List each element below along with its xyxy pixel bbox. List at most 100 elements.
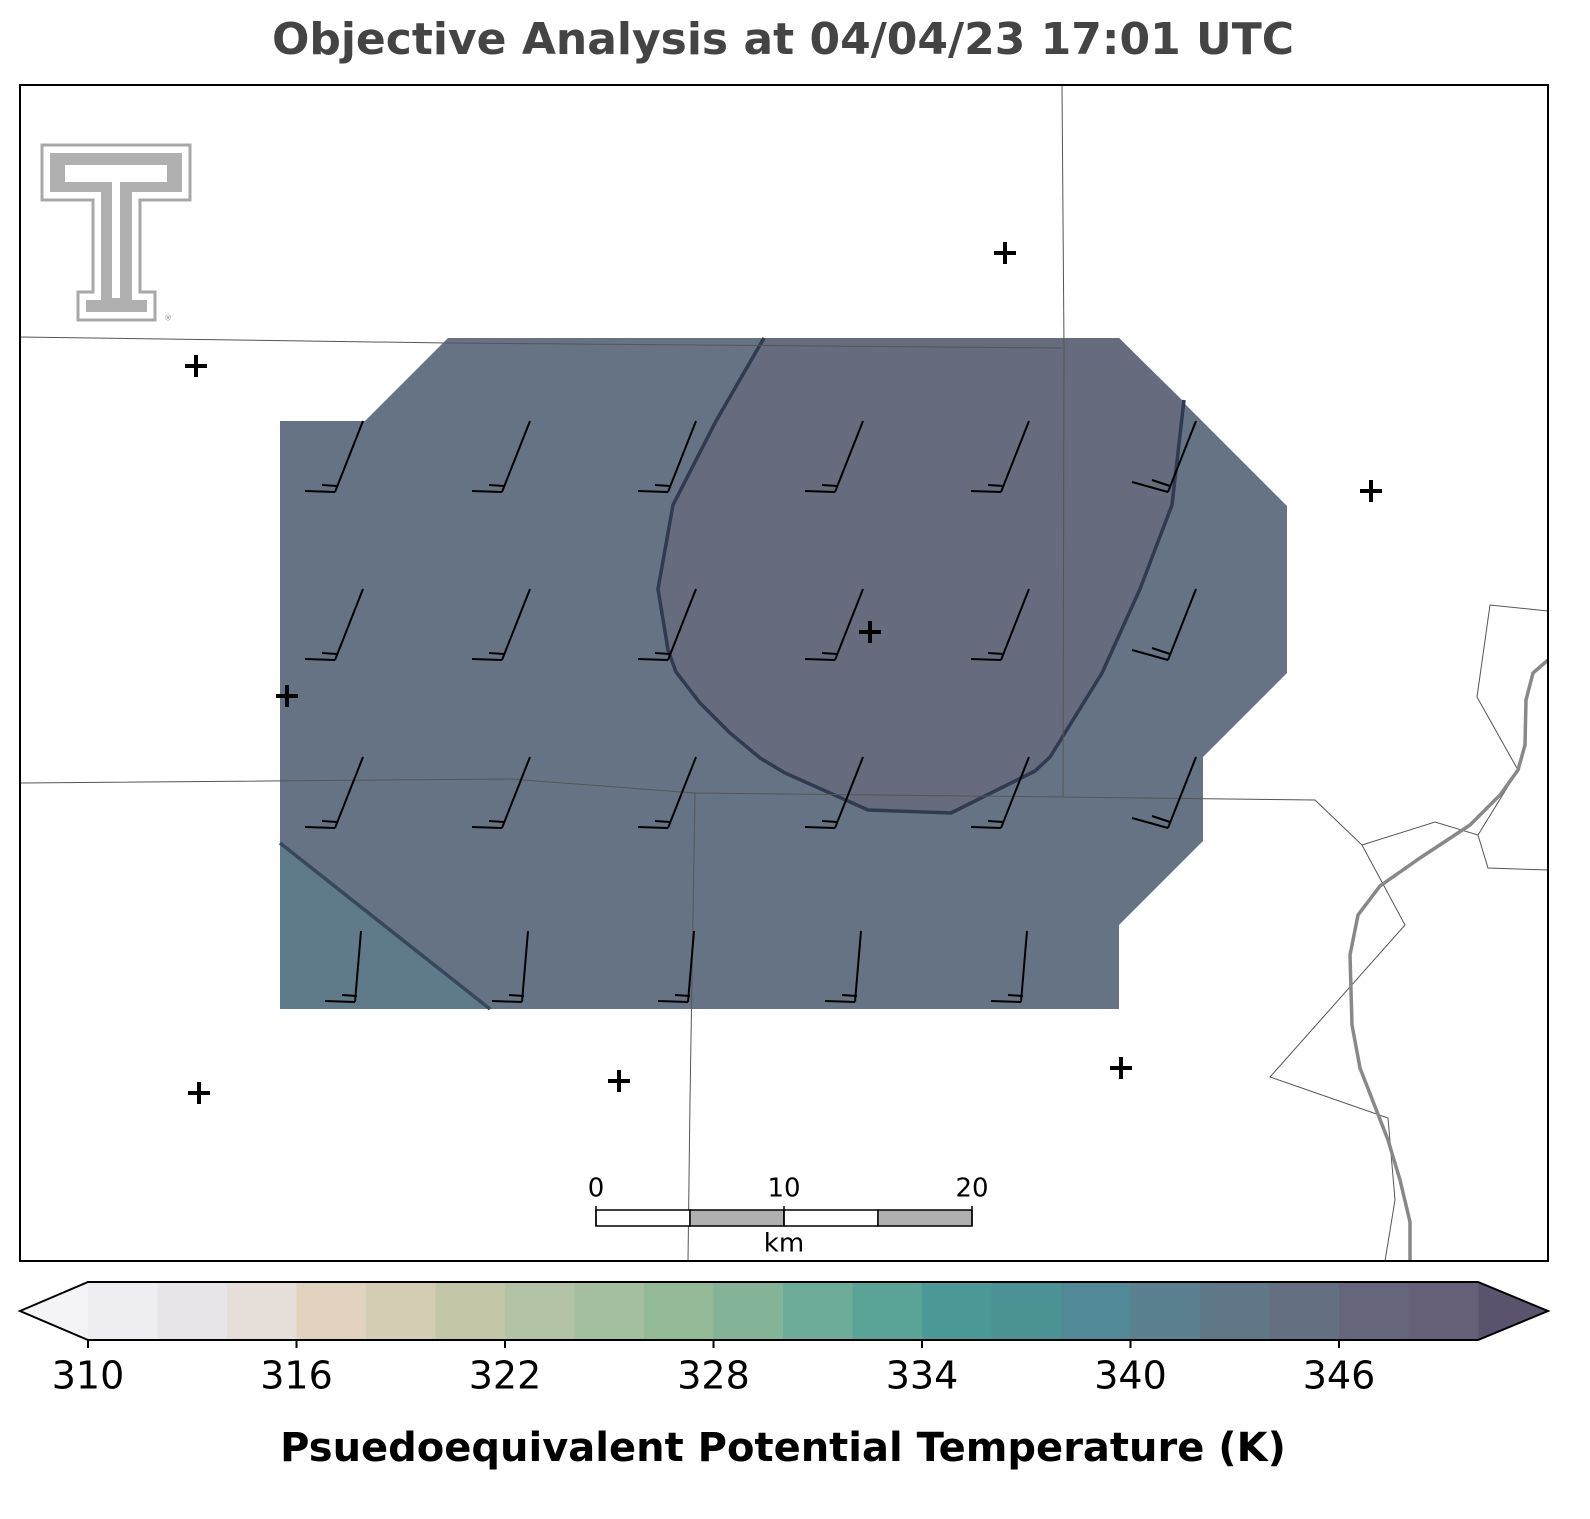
wind-barb: [304, 420, 364, 493]
title: Objective Analysis at 04/04/23 17:01 UTC: [272, 14, 1294, 65]
colorbar-bin: [1269, 1282, 1340, 1340]
barb-staff: [667, 588, 697, 661]
svg-text:®: ®: [164, 314, 172, 323]
colorbar-tick-label: 316: [260, 1354, 333, 1398]
barb-flag: [341, 994, 358, 997]
barb-staff: [521, 930, 529, 1003]
barb-flag: [657, 1000, 689, 1003]
wind-barb: [970, 588, 1030, 661]
wind-barb: [324, 930, 362, 1003]
barb-flag: [304, 658, 336, 661]
barb-flag: [654, 652, 671, 655]
colorbar-bin: [1408, 1282, 1479, 1340]
map: ® 0 10 20 km: [19, 84, 1550, 1262]
barb-flag: [471, 826, 503, 829]
colorbar-bin: [574, 1282, 645, 1340]
scale-tick-label: 20: [955, 1174, 988, 1204]
county-line: [1476, 604, 1549, 836]
barb-staff: [834, 756, 864, 829]
scale-segment: [689, 1209, 785, 1227]
barb-flag: [987, 484, 1004, 487]
colorbar-tick-label: 340: [1094, 1354, 1167, 1398]
colorbar-bin: [157, 1282, 228, 1340]
colorbar-bin: [783, 1282, 853, 1340]
barb-flag: [841, 994, 858, 997]
barb-staff: [334, 420, 364, 493]
barb-flag: [970, 826, 1002, 829]
barb-flag: [821, 484, 838, 487]
barb-flag: [508, 994, 525, 997]
colorbar-bin: [1061, 1282, 1131, 1340]
colorbar-tick-label: 322: [469, 1354, 542, 1398]
colorbar-tick-label: 334: [886, 1354, 959, 1398]
wind-barb: [804, 588, 864, 661]
colorbar-bin: [435, 1282, 506, 1340]
county-line: [687, 792, 696, 1262]
barb-flag: [970, 658, 1002, 661]
wind-barb: [471, 420, 531, 493]
wind-barb: [1131, 420, 1197, 493]
logo: ®: [40, 143, 192, 323]
barb-staff: [334, 588, 364, 661]
barb-staff: [854, 930, 862, 1003]
barb-staff: [1167, 756, 1197, 829]
barb-flag: [1151, 479, 1171, 487]
wind-barb: [471, 588, 531, 661]
barb-staff: [334, 756, 364, 829]
barb-flag: [1131, 481, 1169, 493]
colorbar-bin: [922, 1282, 992, 1340]
station: [859, 621, 881, 643]
wind-barb: [304, 756, 364, 829]
colorbar-tick-label: 328: [677, 1354, 750, 1398]
barb-flag: [654, 484, 671, 487]
wind-barb: [990, 930, 1028, 1003]
scale-bar: 0 10 20 km: [588, 1174, 989, 1259]
station: [1360, 480, 1382, 502]
barb-flag: [637, 490, 669, 493]
barb-staff: [834, 420, 864, 493]
barb-staff: [667, 756, 697, 829]
wind-barb: [637, 756, 697, 829]
contour: [278, 841, 492, 1011]
barb-flag: [488, 484, 505, 487]
county-line: [19, 336, 1064, 349]
barb-flag: [304, 490, 336, 493]
barb-flag: [471, 490, 503, 493]
barb-flag: [990, 1000, 1022, 1003]
barb-staff: [687, 930, 695, 1003]
barb-staff: [834, 588, 864, 661]
barb-flag: [488, 652, 505, 655]
barb-staff: [667, 420, 697, 493]
colorbar-bin: [852, 1282, 923, 1340]
station: [1110, 1057, 1132, 1079]
colorbar-bin: [1130, 1282, 1201, 1340]
barb-flag: [654, 820, 671, 823]
barb-flag: [321, 652, 338, 655]
barb-flag: [637, 826, 669, 829]
scale-segment: [877, 1209, 973, 1227]
barb-flag: [987, 820, 1004, 823]
barb-flag: [804, 826, 836, 829]
colorbar-bin: [1200, 1282, 1270, 1340]
colorbar-bin: [88, 1282, 158, 1340]
wind-barb: [1131, 588, 1197, 661]
colorbar-tick-label: 346: [1303, 1354, 1376, 1398]
barb-flag: [1151, 647, 1171, 655]
field-fill-high: [658, 338, 1183, 813]
station: [994, 242, 1016, 264]
colorbar-under: [20, 1282, 88, 1340]
barb-flag: [637, 658, 669, 661]
barb-flag: [970, 490, 1002, 493]
colorbar-tick-label: 310: [52, 1354, 125, 1398]
wind-barb: [657, 930, 695, 1003]
wind-barb: [637, 588, 697, 661]
station: [185, 355, 207, 377]
barb-staff: [1000, 420, 1030, 493]
barb-staff: [1000, 588, 1030, 661]
barb-staff: [1000, 756, 1030, 829]
wind-barb: [637, 420, 697, 493]
scale-tick-label: 10: [767, 1174, 800, 1204]
colorbar-bin: [713, 1282, 784, 1340]
barb-flag: [824, 1000, 856, 1003]
